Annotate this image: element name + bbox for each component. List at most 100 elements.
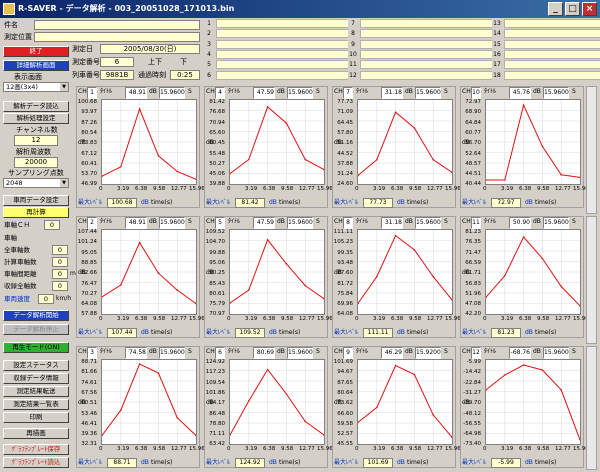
y-tick-label: 40.44 <box>465 181 481 188</box>
y-tick-label: 60.51 <box>81 400 97 407</box>
sampling-select[interactable]: 2048 ▼ <box>3 178 69 188</box>
scrollbar[interactable] <box>586 346 597 470</box>
x-tick-label: 12.77 <box>299 446 315 452</box>
x-tick-label: 6.38 <box>263 316 276 322</box>
y-axis-label: dB <box>334 399 342 406</box>
ch-number[interactable]: 10 <box>471 87 481 99</box>
x-tick-label: 3.19 <box>117 316 130 322</box>
x-tick-label: 0 <box>227 446 231 452</box>
y-tick-label: -31.27 <box>463 389 481 396</box>
analysis-stop-button[interactable]: データ解析停止 <box>3 324 69 335</box>
channel-name-field[interactable] <box>360 70 500 80</box>
setting-status-button[interactable]: 設定ステータス <box>3 360 69 371</box>
ch-number[interactable]: 5 <box>215 217 225 229</box>
x-tick-label: 3.19 <box>373 316 386 322</box>
redraw-button[interactable]: 再描画 <box>3 428 69 439</box>
recorded-axles-label: 収録全軸数 <box>4 282 37 290</box>
channel-name: ﾀｲﾄﾙ <box>228 218 241 225</box>
scrollbar[interactable] <box>586 216 597 344</box>
ch-number[interactable]: 7 <box>343 87 353 99</box>
x-tick-label: 12.77 <box>299 316 315 322</box>
graph-template-save-button[interactable]: ｸﾞﾗﾌﾃﾝﾌﾟﾚｰﾄ保存 <box>3 444 69 455</box>
db-unit: dB <box>533 88 541 95</box>
channel-name-field[interactable] <box>504 60 600 70</box>
display-value: 12画(3x4) <box>6 83 38 91</box>
channel-name-field[interactable] <box>504 19 600 28</box>
max-level-label: 最大ﾚﾍﾞﾙ <box>334 199 359 206</box>
record-info-button[interactable]: 収録データ情報 <box>3 373 69 384</box>
recalc-button[interactable]: 再計算 <box>3 207 69 218</box>
channel-name-field[interactable] <box>360 49 500 59</box>
maximize-button[interactable]: □ <box>565 2 580 16</box>
ch-number[interactable]: 11 <box>471 217 481 229</box>
db-value: 45.76 <box>509 87 531 99</box>
close-button[interactable]: × <box>582 2 597 16</box>
ch-number[interactable]: 3 <box>87 347 97 359</box>
db-label: dB <box>141 199 149 206</box>
vehicle-settings-button[interactable]: 車両データ設定 <box>3 195 69 206</box>
graph-template-load-button[interactable]: ｸﾞﾗﾌﾃﾝﾌﾟﾚｰﾄ読込 <box>3 457 69 468</box>
ch-number[interactable]: 6 <box>215 347 225 359</box>
channel-name-field[interactable] <box>216 70 356 80</box>
result-transfer-button[interactable]: 測定結果転送 <box>3 386 69 397</box>
data-point <box>138 108 141 110</box>
data-point <box>102 296 103 298</box>
scrollbar[interactable] <box>586 86 597 214</box>
end-button[interactable]: 終了 <box>3 46 69 57</box>
channel-name-field[interactable] <box>504 39 600 49</box>
detail-analysis-button[interactable]: 詳細解析画面 <box>3 60 69 71</box>
channel-name-field[interactable] <box>504 49 600 59</box>
channel-name-field[interactable] <box>216 39 356 49</box>
time-label: time(s) <box>279 199 301 206</box>
analysis-settings-button[interactable]: 解析処理設定 <box>3 113 69 124</box>
y-tick-label: 104.70 <box>205 239 225 246</box>
y-tick-label: 42.20 <box>465 311 481 318</box>
time-label: time(s) <box>535 329 557 336</box>
channel-name-field[interactable] <box>360 19 500 28</box>
channel-name-field[interactable] <box>216 19 356 28</box>
data-point <box>413 127 416 129</box>
line-chart <box>358 230 452 314</box>
print-button[interactable]: 印刷 <box>3 412 69 423</box>
channel-name-field[interactable] <box>360 39 500 49</box>
data-point <box>266 368 269 371</box>
channel-name-field[interactable] <box>360 60 500 70</box>
ch-number[interactable]: 9 <box>343 347 353 359</box>
y-tick-label: 124.92 <box>205 359 225 365</box>
y-tick-label: 70.97 <box>209 311 225 318</box>
panel-header: CH 6 ﾀｲﾄﾙ 80.69 dB 15.9600 S <box>205 347 329 359</box>
ch-number[interactable]: 12 <box>471 347 481 359</box>
channel-name-field[interactable] <box>504 29 600 39</box>
ch-number[interactable]: 8 <box>343 217 353 229</box>
playback-mode-button[interactable]: 再生モード(ON) <box>3 342 69 353</box>
x-tick-label: 3.19 <box>245 316 258 322</box>
name-field[interactable] <box>34 20 200 30</box>
channel-name-field[interactable] <box>504 70 600 80</box>
time-label: time(s) <box>151 329 173 336</box>
channel-name-field[interactable] <box>216 49 356 59</box>
vehicle-ch-field[interactable]: 0 <box>44 220 60 230</box>
location-field[interactable] <box>34 32 200 42</box>
x-tick-label: 9.58 <box>409 316 422 322</box>
display-select[interactable]: 12画(3x4) ▼ <box>3 82 69 92</box>
db-label: dB <box>141 329 149 336</box>
ch-prefix: CH <box>78 218 87 225</box>
panel-footer: 最大ﾚﾍﾞﾙ 81.42 dB time(s) <box>205 198 329 208</box>
result-list-button[interactable]: 測定結果一覧表 <box>3 399 69 410</box>
ch-number[interactable]: 4 <box>215 87 225 99</box>
x-tick-label: 0 <box>483 316 487 322</box>
analysis-start-button[interactable]: データ解析開始 <box>3 310 69 321</box>
ch-number[interactable]: 1 <box>87 87 97 99</box>
time-label: time(s) <box>151 199 173 206</box>
minimize-button[interactable]: _ <box>548 2 563 16</box>
x-tick-label: 9.58 <box>281 446 294 452</box>
data-point <box>304 284 306 287</box>
ch-number[interactable]: 2 <box>87 217 97 229</box>
y-tick-label: 37.88 <box>337 160 353 167</box>
channel-name-field[interactable] <box>360 29 500 39</box>
channel-name-field[interactable] <box>216 60 356 70</box>
read-data-button[interactable]: 解析データ読込 <box>3 101 69 112</box>
series-line <box>230 106 324 174</box>
channel-name-field[interactable] <box>216 29 356 39</box>
db-value: 47.59 <box>253 87 275 99</box>
